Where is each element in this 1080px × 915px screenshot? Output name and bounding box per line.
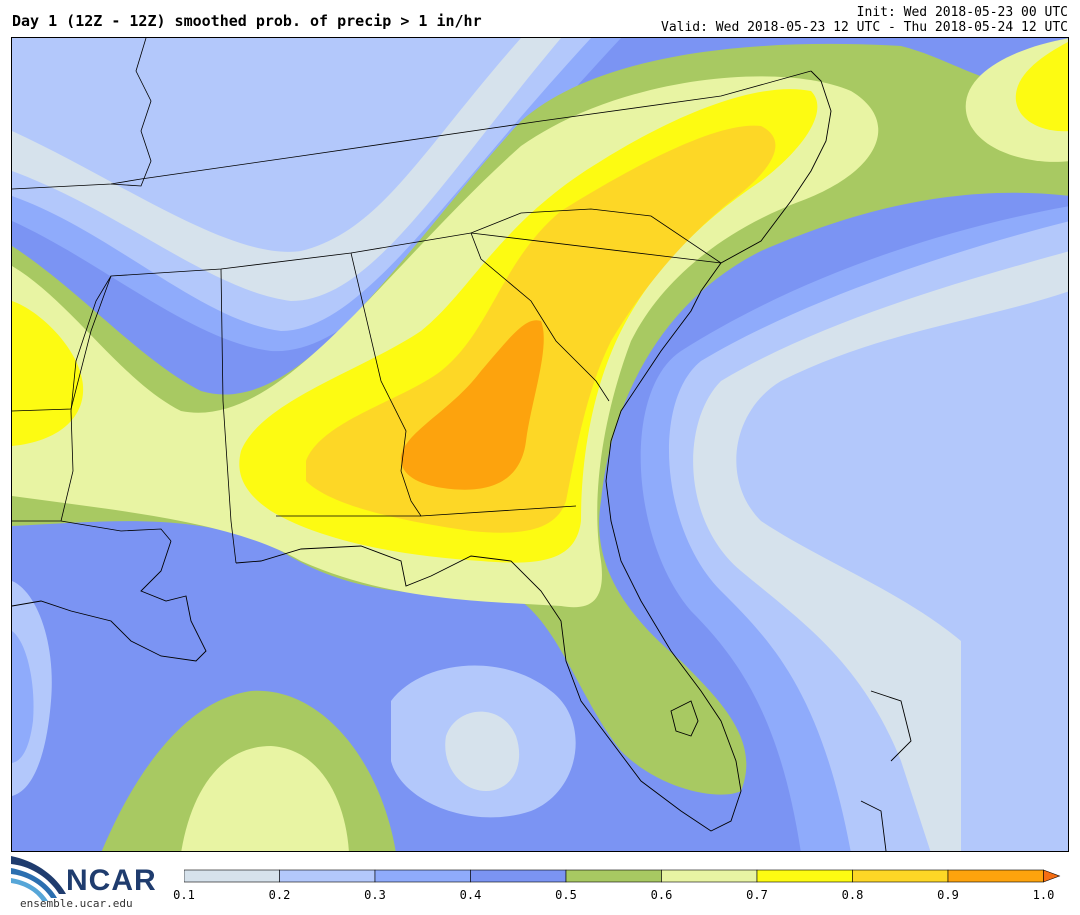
logo-name: NCAR [66, 864, 157, 897]
contour-band-0.6-s [181, 746, 349, 851]
colorbar-tick-label: 0.2 [268, 888, 291, 902]
colorbar-tick-label: 0.4 [459, 888, 482, 902]
colorbar-segment [279, 869, 376, 883]
state-boundaries [12, 38, 812, 564]
colorbar-extend-arrow [1043, 869, 1061, 883]
probability-map [11, 37, 1069, 852]
colorbar-tick-label: 0.7 [746, 888, 768, 902]
colorbar-segment [565, 869, 662, 883]
contour-band-0.7-ne [1015, 42, 1068, 132]
ncar-logo [11, 856, 66, 901]
colorbar [184, 869, 1061, 883]
contour-band-0.7-w [12, 301, 84, 446]
coastline [12, 70, 912, 851]
colorbar-segment [470, 869, 567, 883]
colorbar-tick-label: 0.3 [364, 888, 386, 902]
colorbar-tick-label: 0.6 [650, 888, 673, 902]
colorbar-tick-label: 0.9 [937, 888, 959, 902]
colorbar-tick-label: 0.1 [173, 888, 195, 902]
colorbar-segment [661, 869, 758, 883]
colorbar-segment [374, 869, 471, 883]
contour-band-0.1-gulf [445, 711, 520, 791]
contour-band-0.9 [400, 320, 544, 490]
colorbar-tick-label: 1.0 [1032, 888, 1055, 902]
colorbar-segment [184, 869, 280, 883]
init-time: Init: Wed 2018-05-23 00 UTC [856, 5, 1068, 20]
logo-url: ensemble.ucar.edu [20, 897, 133, 910]
colorbar-tick-label: 0.5 [555, 888, 577, 902]
colorbar-segment [852, 869, 949, 883]
colorbar-segment [756, 869, 853, 883]
valid-time: Valid: Wed 2018-05-23 12 UTC - Thu 2018-… [661, 20, 1068, 35]
contour-band-0.3-sw [12, 631, 34, 763]
colorbar-tick-label: 0.8 [841, 888, 864, 902]
colorbar-segment [947, 869, 1044, 883]
page-title: Day 1 (12Z - 12Z) smoothed prob. of prec… [12, 12, 482, 30]
